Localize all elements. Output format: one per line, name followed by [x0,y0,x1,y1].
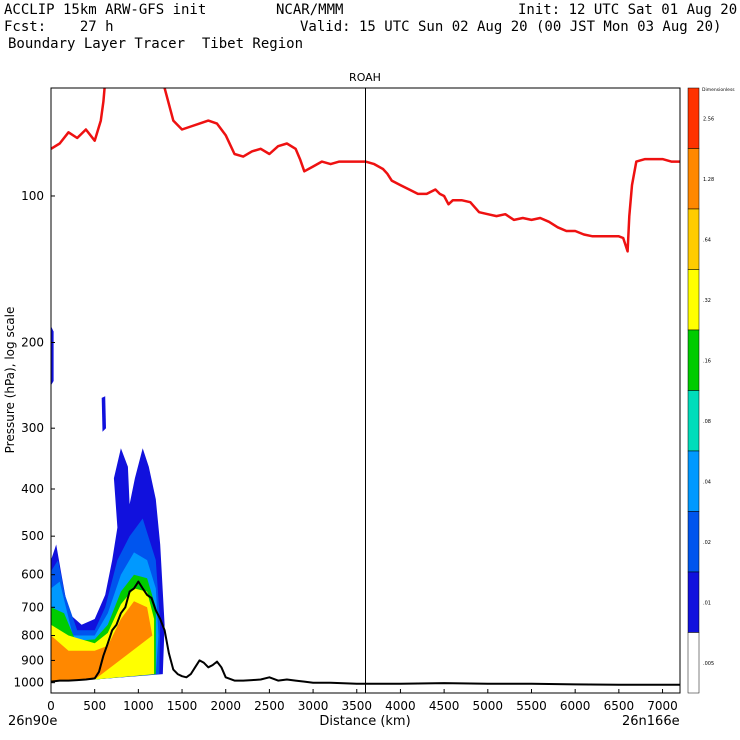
header-valid-time: Valid: 15 UTC Sun 02 Aug 20 (00 JST Mon … [300,19,722,35]
colorbar-swatch [687,450,700,512]
header-forecast-hour: Fcst: 27 h [4,19,114,35]
colorbar-label: .04 [703,479,711,485]
colorbar-label: .02 [703,540,711,546]
x-tick-label: 500 [83,699,106,713]
tracer-region-orange [51,601,153,681]
colorbar-label: .01 [703,600,711,606]
y-tick-label: 200 [21,335,44,349]
colorbar-swatch [687,148,700,210]
x-axis-label: Distance (km) [319,714,410,729]
x-tick-label: 2000 [210,699,241,713]
colorbar-swatch [687,269,700,331]
colorbar-label: 1.28 [703,177,714,183]
x-tick-label: 5500 [516,699,547,713]
colorbar-swatch [687,87,700,149]
x-tick-label: 3000 [298,699,329,713]
x-end-label: 26n166e [622,714,680,729]
y-axis-label: Pressure (hPa), log scale [3,307,17,454]
x-tick-label: 3500 [341,699,372,713]
y-tick-label: 700 [21,600,44,614]
x-tick-label: 2500 [254,699,285,713]
header-institution: NCAR/MMM [276,2,344,18]
tracer-blob-small [101,396,106,432]
header-model: ACCLIP 15km ARW-GFS init [4,2,207,18]
x-tick-label: 1000 [123,699,154,713]
colorbar-label: .64 [703,237,711,243]
x-tick-label: 7000 [647,699,678,713]
colorbar-swatch [687,390,700,452]
chart-title: ROAH [349,71,381,84]
x-tick-label: 0 [47,699,55,713]
x-axis: 0 500 1000 1500 2000 2500 3000 3500 4000 4500 5000… [47,689,678,713]
y-tick-label: 400 [21,482,44,496]
colorbar-label: 2.56 [703,116,714,122]
y-tick-label: 800 [21,629,44,643]
plot-frame [50,87,681,694]
y-tick-label: 600 [21,568,44,582]
colorbar-title: Dimensionless [702,87,735,93]
colorbar-label: .08 [703,419,711,425]
y-tick-label: 500 [21,529,44,543]
y-axis: 100 200 300 400 500 600 700 800 900 1000 [13,189,55,690]
y-tick-label: 900 [21,653,44,667]
header-init-time: Init: 12 UTC Sat 01 Aug 20 [518,2,738,18]
tropopause-line [51,88,680,253]
colorbar-swatch [687,208,700,270]
colorbar-label: .16 [703,358,711,364]
x-start-label: 26n90e [8,714,57,729]
y-tick-label: 100 [21,189,44,203]
y-tick-label: 1000 [13,676,44,690]
tracer-shading [51,326,165,681]
series-layer [51,88,680,686]
colorbar-swatch [687,511,700,573]
terrain-line [51,580,680,686]
tracer-blob-upper-left [51,326,54,386]
colorbar-label: .32 [703,298,711,304]
colorbar: 2.56 1.28 .64 .32 .16 .08 .04 .02 .01 .005 Dimensi… [687,87,735,694]
y-tick-label: 300 [21,421,44,435]
x-tick-label: 4500 [429,699,460,713]
x-tick-label: 4000 [385,699,416,713]
x-tick-label: 6000 [560,699,591,713]
colorbar-label: .005 [703,661,714,667]
x-tick-label: 6500 [604,699,635,713]
colorbar-swatch [687,632,700,694]
x-tick-label: 5000 [473,699,504,713]
x-tick-label: 1500 [167,699,198,713]
colorbar-swatch [687,329,700,391]
header-field-title: Boundary Layer Tracer Tibet Region [8,36,304,52]
colorbar-swatch [687,571,700,633]
